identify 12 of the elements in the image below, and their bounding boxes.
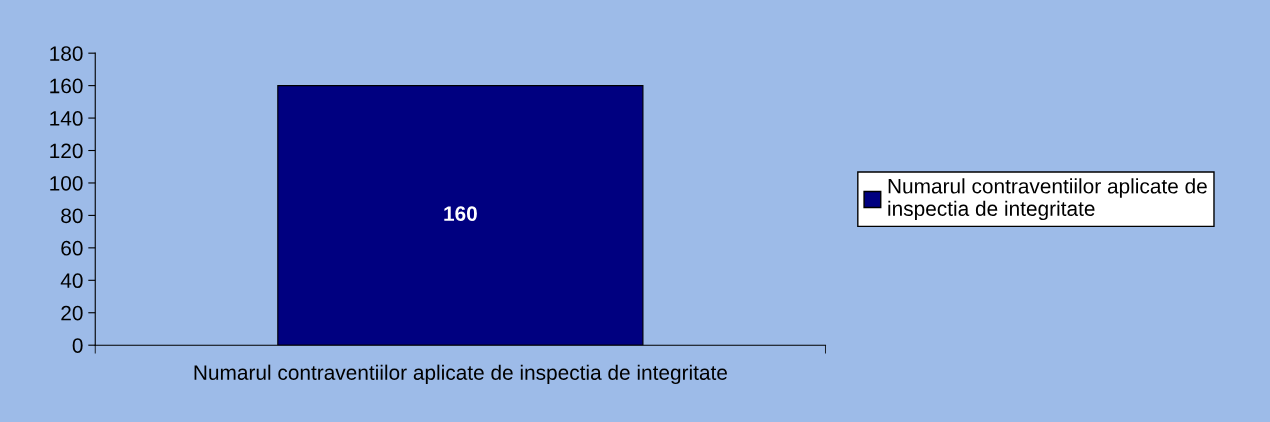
y-tick-label: 160 <box>50 78 83 94</box>
y-tick-label: 40 <box>60 273 83 289</box>
legend-label: Numarul contraventiilor aplicate de inspectia de integritate <box>888 178 1207 221</box>
y-tick-label: 140 <box>50 111 83 126</box>
y-tick-label: 20 <box>61 305 83 321</box>
data-label: 160 <box>444 206 477 221</box>
y-tick-label: 100 <box>50 175 83 191</box>
y-tick-label: 80 <box>61 208 83 224</box>
y-tick-label: 180 <box>50 46 83 61</box>
y-tick-label: 0 <box>72 338 83 353</box>
y-tick-label: 120 <box>50 143 83 159</box>
y-tick-label: 60 <box>61 240 83 256</box>
